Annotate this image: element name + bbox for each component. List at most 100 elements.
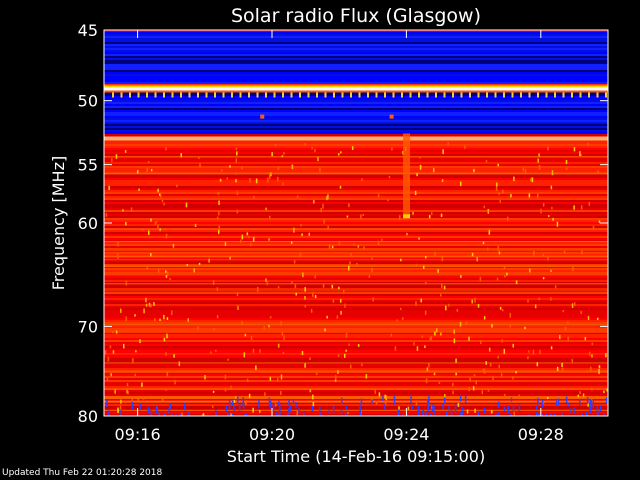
spectrogram-speckle	[236, 291, 239, 296]
spectrogram-speckle	[277, 176, 279, 182]
spectrogram-row	[104, 358, 608, 360]
emission-pulse	[163, 92, 165, 98]
spectrogram-speckle	[304, 143, 306, 146]
spectrogram-speckle	[433, 372, 436, 376]
spectrogram-speckle	[580, 205, 583, 210]
spectrogram-speckle	[496, 277, 499, 281]
spectrogram-speckle	[258, 409, 261, 413]
spectrogram-row	[104, 344, 608, 346]
spectrogram-speckle	[491, 410, 493, 413]
spectrogram-speckle	[165, 388, 167, 391]
spectrogram-speckle	[117, 255, 119, 259]
spectrogram-row	[104, 286, 608, 288]
noise-speck	[175, 414, 177, 416]
noise-speck	[340, 409, 343, 415]
spectrogram-row	[104, 40, 608, 42]
emission-pulse	[129, 92, 131, 98]
spectrogram-speckle	[312, 401, 315, 407]
spectrogram-speckle	[163, 202, 165, 206]
spectrogram-speckle	[437, 269, 439, 273]
noise-speck	[276, 411, 278, 416]
spectrogram-speckle	[429, 337, 431, 341]
spectrogram-row	[104, 406, 608, 408]
spectrogram-speckle	[499, 306, 502, 310]
spectrogram-speckle	[477, 303, 480, 308]
spectrogram-speckle	[215, 349, 217, 352]
emission-pulse	[239, 92, 242, 98]
spectrogram-speckle	[323, 219, 325, 224]
spectrogram-speckle	[296, 195, 299, 199]
interference-spot	[260, 114, 265, 119]
spectrogram-speckle	[498, 364, 500, 369]
spectrogram-speckle	[512, 343, 514, 348]
spectrogram-speckle	[474, 297, 476, 303]
spectrogram-row	[104, 182, 608, 184]
noise-speck	[443, 397, 446, 404]
spectrogram-speckle	[425, 378, 428, 384]
spectrogram-speckle	[497, 163, 499, 167]
spectrogram-speckle	[377, 194, 380, 198]
noise-speck	[586, 414, 588, 416]
spectrogram-speckle	[217, 230, 220, 234]
interference-line	[104, 173, 608, 175]
spectrogram-speckle	[282, 182, 284, 186]
spectrogram-row	[104, 292, 608, 294]
spectrogram-speckle	[282, 351, 285, 355]
spectrogram-speckle	[441, 283, 443, 289]
spectrogram-speckle	[236, 151, 238, 156]
spectrogram-row	[104, 328, 608, 330]
noise-speck	[567, 402, 569, 407]
spectrogram-speckle	[442, 149, 444, 155]
spectrogram-speckle	[326, 315, 328, 319]
noise-speck	[382, 396, 384, 401]
spectrogram-speckle	[224, 387, 227, 392]
spectrogram-speckle	[339, 185, 342, 189]
spectrogram-speckle	[498, 192, 500, 195]
spectrogram-speckle	[324, 328, 326, 332]
spectrogram-speckle	[105, 213, 108, 217]
spectrogram-speckle	[246, 378, 249, 383]
emission-pulse	[384, 92, 386, 98]
spectrogram-row	[104, 322, 608, 324]
spectrogram-speckle	[176, 184, 178, 188]
spectrogram-speckle	[107, 356, 110, 362]
spectrogram-row	[104, 334, 608, 336]
spectrogram-speckle	[235, 396, 237, 399]
spectrogram-row	[104, 192, 608, 194]
spectrogram-row	[104, 312, 608, 314]
spectrogram-speckle	[166, 271, 169, 277]
spectrogram-row	[104, 208, 608, 210]
noise-speck	[429, 412, 432, 416]
spectrogram-row	[104, 198, 608, 200]
noise-speck	[497, 401, 500, 408]
spectrogram-speckle	[244, 333, 247, 337]
noise-speck	[603, 412, 605, 416]
spectrogram-speckle	[598, 220, 601, 224]
noise-speck	[498, 411, 500, 416]
spectrogram-speckle	[423, 265, 425, 269]
spectrogram-speckle	[464, 145, 466, 149]
spectrogram-speckle	[134, 373, 137, 377]
emission-pulse	[205, 92, 208, 98]
spectrogram-speckle	[399, 307, 402, 311]
spectrogram-speckle	[528, 193, 531, 198]
spectrogram-speckle	[351, 146, 354, 150]
spectrogram-speckle	[108, 185, 110, 191]
spectrogram-speckle	[542, 276, 545, 280]
spectrogram-speckle	[291, 281, 293, 284]
spectrogram-row	[104, 404, 608, 406]
spectrogram-speckle	[326, 196, 328, 201]
noise-speck	[578, 398, 581, 406]
noise-speck	[541, 399, 544, 408]
spectrogram-speckle	[271, 152, 273, 157]
emission-line	[104, 136, 608, 141]
spectrogram-speckle	[448, 303, 450, 307]
spectrogram-speckle	[150, 303, 152, 308]
spectrogram-speckle	[605, 353, 607, 358]
spectrogram-speckle	[424, 345, 426, 348]
noise-speck	[557, 398, 560, 406]
spectrogram-speckle	[116, 253, 119, 256]
spectrogram-speckle	[124, 400, 127, 403]
spectrogram-row	[104, 106, 608, 108]
interference-line	[104, 266, 608, 268]
